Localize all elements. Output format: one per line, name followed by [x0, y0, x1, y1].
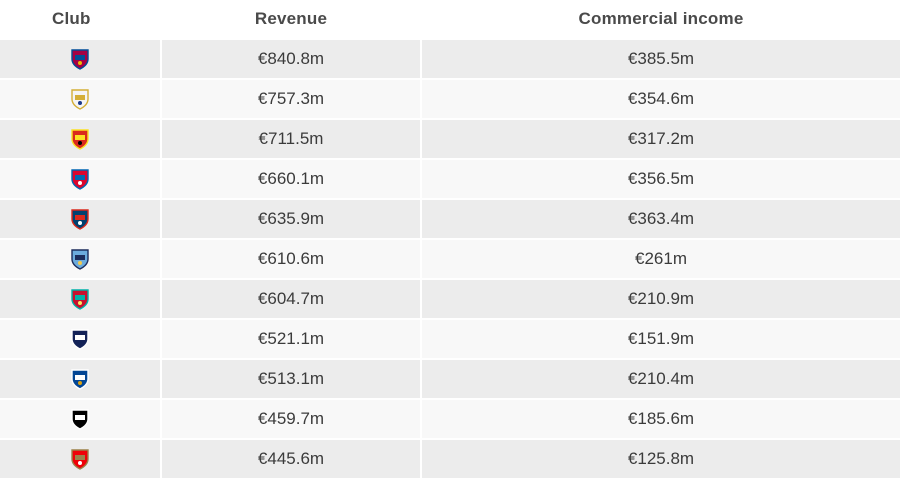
tottenham-crest-icon [71, 329, 89, 350]
commercial-income-cell: €363.4m [420, 200, 900, 238]
table-row: €635.9m €363.4m [0, 200, 900, 238]
table-row: €521.1m €151.9m [0, 320, 900, 358]
real-madrid-crest-icon [71, 89, 89, 110]
commercial-income-cell: €317.2m [420, 120, 900, 158]
barcelona-crest-icon [71, 49, 89, 70]
table-row: €840.8m €385.5m [0, 40, 900, 78]
arsenal-crest-icon [71, 449, 89, 470]
club-cell [0, 280, 160, 318]
table-row: €610.6m €261m [0, 240, 900, 278]
revenue-cell: €711.5m [160, 120, 420, 158]
club-cell [0, 400, 160, 438]
commercial-income-cell: €261m [420, 240, 900, 278]
club-cell [0, 360, 160, 398]
club-cell [0, 40, 160, 78]
club-cell [0, 240, 160, 278]
commercial-income-cell: €354.6m [420, 80, 900, 118]
table-header-row: Club Revenue Commercial income [0, 0, 900, 38]
revenue-cell: €445.6m [160, 440, 420, 478]
club-cell [0, 160, 160, 198]
revenue-cell: €635.9m [160, 200, 420, 238]
commercial-income-cell: €125.8m [420, 440, 900, 478]
revenue-cell: €757.3m [160, 80, 420, 118]
psg-crest-icon [71, 209, 89, 230]
table-row: €604.7m €210.9m [0, 280, 900, 318]
table-row: €711.5m €317.2m [0, 120, 900, 158]
commercial-income-cell: €185.6m [420, 400, 900, 438]
revenue-cell: €521.1m [160, 320, 420, 358]
revenue-cell: €459.7m [160, 400, 420, 438]
revenue-cell: €840.8m [160, 40, 420, 78]
table-row: €459.7m €185.6m [0, 400, 900, 438]
column-header-commercial-income: Commercial income [420, 0, 900, 38]
liverpool-crest-icon [71, 289, 89, 310]
table-row: €445.6m €125.8m [0, 440, 900, 478]
table-row: €757.3m €354.6m [0, 80, 900, 118]
commercial-income-cell: €210.9m [420, 280, 900, 318]
club-cell [0, 80, 160, 118]
juventus-crest-icon [71, 409, 89, 430]
bayern-munich-crest-icon [71, 169, 89, 190]
commercial-income-cell: €210.4m [420, 360, 900, 398]
revenue-cell: €513.1m [160, 360, 420, 398]
column-header-revenue: Revenue [160, 0, 420, 38]
commercial-income-cell: €385.5m [420, 40, 900, 78]
commercial-income-cell: €151.9m [420, 320, 900, 358]
revenue-cell: €660.1m [160, 160, 420, 198]
revenue-cell: €610.6m [160, 240, 420, 278]
revenue-cell: €604.7m [160, 280, 420, 318]
manchester-united-crest-icon [71, 129, 89, 150]
club-cell [0, 440, 160, 478]
table-row: €513.1m €210.4m [0, 360, 900, 398]
chelsea-crest-icon [71, 369, 89, 390]
club-cell [0, 200, 160, 238]
table-row: €660.1m €356.5m [0, 160, 900, 198]
column-header-club: Club [52, 9, 91, 28]
commercial-income-cell: €356.5m [420, 160, 900, 198]
club-cell [0, 120, 160, 158]
manchester-city-crest-icon [71, 249, 89, 270]
club-cell [0, 320, 160, 358]
